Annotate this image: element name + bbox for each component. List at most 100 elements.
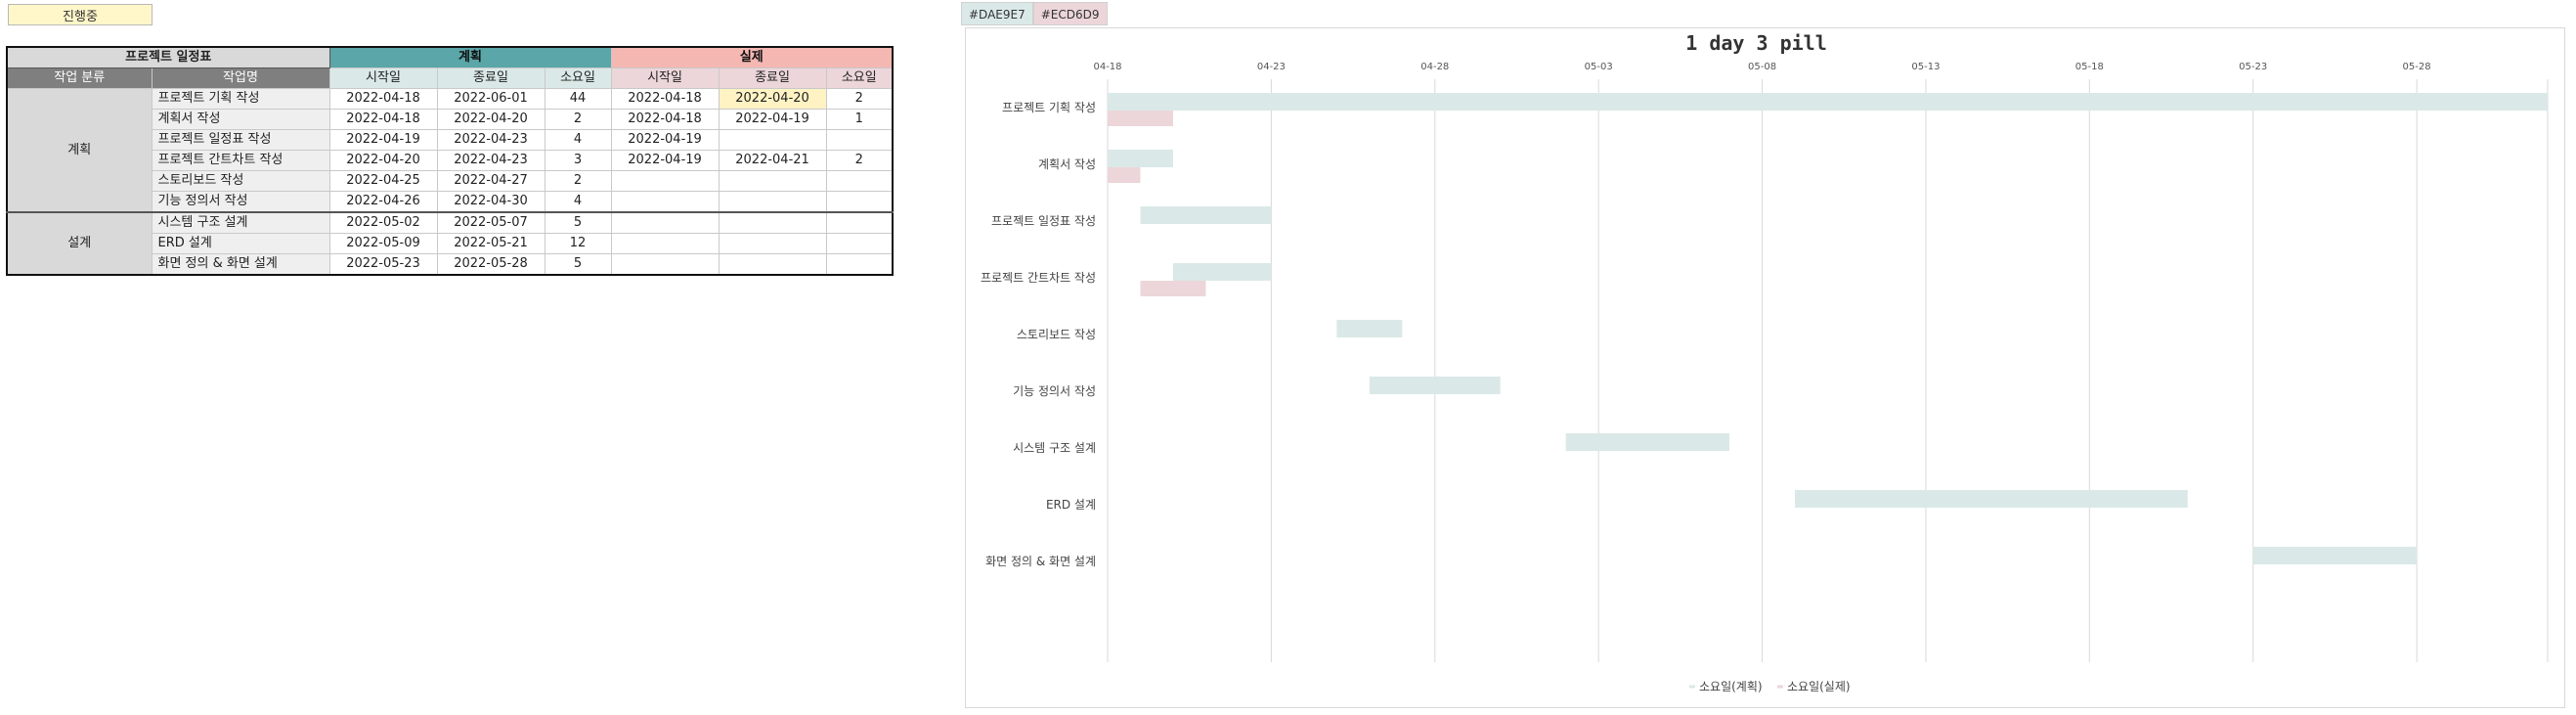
x-tick-label: 05-13 (1911, 62, 1940, 72)
plan-days-cell[interactable]: 12 (544, 233, 612, 254)
col-actual-days-header: 소요일 (825, 67, 894, 89)
plan-end-cell[interactable]: 2022-05-28 (436, 253, 546, 276)
actual-days-cell[interactable] (825, 129, 894, 151)
task-cell[interactable]: 프로젝트 간트차트 작성 (151, 150, 330, 171)
actual-days-cell[interactable]: 2 (825, 88, 894, 110)
actual-days-cell[interactable] (825, 191, 894, 213)
actual-start-cell[interactable]: 2022-04-18 (610, 88, 720, 110)
plan-end-cell[interactable]: 2022-05-21 (436, 233, 546, 254)
x-tick-label: 05-18 (2075, 62, 2104, 72)
plan-start-cell[interactable]: 2022-05-02 (328, 211, 438, 234)
actual-end-cell[interactable]: 2022-04-20 (718, 88, 827, 110)
status-badge[interactable]: 진행중 (8, 4, 153, 25)
actual-days-cell[interactable] (825, 170, 894, 192)
table-row: 계획 프로젝트 기획 작성 2022-04-18 2022-06-01 44 2… (6, 88, 894, 213)
table-body: 계획 프로젝트 기획 작성 2022-04-18 2022-06-01 44 2… (6, 88, 894, 276)
plan-days-cell[interactable]: 5 (544, 253, 612, 276)
plan-start-cell[interactable]: 2022-04-19 (328, 129, 438, 151)
actual-start-cell[interactable]: 2022-04-19 (610, 129, 720, 151)
x-tick-label: 04-28 (1420, 62, 1449, 72)
col-plan-days-header: 소요일 (544, 67, 612, 89)
plan-start-cell[interactable]: 2022-05-09 (328, 233, 438, 254)
actual-bar (1108, 167, 1141, 183)
actual-end-cell[interactable]: 2022-04-19 (718, 109, 827, 130)
plan-days-cell[interactable]: 4 (544, 129, 612, 151)
project-schedule-table: 프로젝트 일정표 계획 실제 작업 분류 작업명 시작일 종료일 소요일 시작일… (6, 46, 895, 276)
x-tick-label: 04-23 (1257, 62, 1286, 72)
category-label: 화면 정의 & 화면 설계 (985, 555, 1096, 568)
category-label: ERD 설계 (1046, 498, 1096, 512)
plan-bar (1108, 150, 1173, 167)
plan-end-cell[interactable]: 2022-04-30 (436, 191, 546, 213)
actual-start-cell[interactable]: 2022-04-19 (610, 150, 720, 171)
table-title: 프로젝트 일정표 (6, 46, 330, 68)
task-cell[interactable]: 프로젝트 일정표 작성 (151, 129, 330, 151)
x-tick-label: 05-23 (2239, 62, 2267, 72)
plan-end-cell[interactable]: 2022-04-23 (436, 150, 546, 171)
plan-start-cell[interactable]: 2022-04-18 (328, 109, 438, 130)
plan-days-cell[interactable]: 2 (544, 170, 612, 192)
task-cell[interactable]: 기능 정의서 작성 (151, 191, 330, 213)
task-cell[interactable]: 계획서 작성 (151, 109, 330, 130)
plan-color-swatch[interactable]: #DAE9E7 (961, 2, 1033, 25)
actual-end-cell[interactable] (718, 170, 827, 192)
plan-start-cell[interactable]: 2022-05-23 (328, 253, 438, 276)
category-label: 시스템 구조 설계 (1013, 441, 1096, 455)
plan-end-cell[interactable]: 2022-05-07 (436, 211, 546, 234)
plan-end-cell[interactable]: 2022-04-27 (436, 170, 546, 192)
category-cell[interactable]: 계획 (6, 88, 153, 213)
actual-start-cell[interactable]: 2022-04-18 (610, 109, 720, 130)
actual-start-cell[interactable] (610, 191, 720, 213)
category-label: 기능 정의서 작성 (1013, 384, 1096, 398)
category-label: 계획서 작성 (1038, 157, 1096, 171)
plan-bar (1795, 490, 2188, 508)
task-cell[interactable]: ERD 설계 (151, 233, 330, 254)
actual-days-cell[interactable]: 2 (825, 150, 894, 171)
actual-bar (1108, 111, 1173, 126)
plan-days-cell[interactable]: 2 (544, 109, 612, 130)
plan-start-cell[interactable]: 2022-04-20 (328, 150, 438, 171)
actual-end-cell[interactable] (718, 129, 827, 151)
table-row: ERD 설계 2022-05-09 2022-05-21 12 (7, 233, 894, 254)
actual-start-cell[interactable] (610, 233, 720, 254)
table-row: 프로젝트 간트차트 작성 2022-04-20 2022-04-23 3 202… (7, 150, 894, 171)
task-cell[interactable]: 프로젝트 기획 작성 (151, 88, 330, 110)
plan-start-cell[interactable]: 2022-04-18 (328, 88, 438, 110)
chart-title: 1 day 3 pill (1685, 31, 1827, 55)
col-plan-end-header: 종료일 (436, 67, 546, 89)
plan-end-cell[interactable]: 2022-06-01 (436, 88, 546, 110)
plan-days-cell[interactable]: 44 (544, 88, 612, 110)
chart-frame[interactable]: 1 day 3 pill 04-18 04-23 04-28 05-03 05-08 05-… (965, 27, 2565, 708)
plan-days-cell[interactable]: 3 (544, 150, 612, 171)
task-cell[interactable]: 스토리보드 작성 (151, 170, 330, 192)
plan-end-cell[interactable]: 2022-04-23 (436, 129, 546, 151)
actual-end-cell[interactable] (718, 253, 827, 276)
actual-end-cell[interactable] (718, 191, 827, 213)
x-tick-label: 05-28 (2403, 62, 2431, 72)
actual-days-cell[interactable] (825, 211, 894, 234)
plan-days-cell[interactable]: 4 (544, 191, 612, 213)
category-cell[interactable]: 설계 (6, 211, 153, 276)
gantt-chart[interactable]: 1 day 3 pill 04-18 04-23 04-28 05-03 05-08 05-… (966, 28, 2566, 709)
actual-start-cell[interactable] (610, 170, 720, 192)
actual-bar (1140, 281, 1206, 296)
task-cell[interactable]: 화면 정의 & 화면 설계 (151, 253, 330, 276)
actual-days-cell[interactable] (825, 253, 894, 276)
actual-end-cell[interactable]: 2022-04-21 (718, 150, 827, 171)
actual-end-cell[interactable] (718, 211, 827, 234)
plan-start-cell[interactable]: 2022-04-25 (328, 170, 438, 192)
plan-end-cell[interactable]: 2022-04-20 (436, 109, 546, 130)
plan-days-cell[interactable]: 5 (544, 211, 612, 234)
plan-bar (1565, 433, 1730, 451)
category-label: 프로젝트 간트차트 작성 (981, 271, 1096, 285)
x-tick-label: 05-08 (1748, 62, 1776, 72)
actual-start-cell[interactable] (610, 211, 720, 234)
task-cell[interactable]: 시스템 구조 설계 (151, 211, 330, 234)
plan-start-cell[interactable]: 2022-04-26 (328, 191, 438, 213)
actual-days-cell[interactable] (825, 233, 894, 254)
actual-start-cell[interactable] (610, 253, 720, 276)
actual-days-cell[interactable]: 1 (825, 109, 894, 130)
actual-color-swatch[interactable]: #ECD6D9 (1032, 2, 1108, 25)
actual-end-cell[interactable] (718, 233, 827, 254)
category-label: 스토리보드 작성 (1017, 328, 1096, 341)
